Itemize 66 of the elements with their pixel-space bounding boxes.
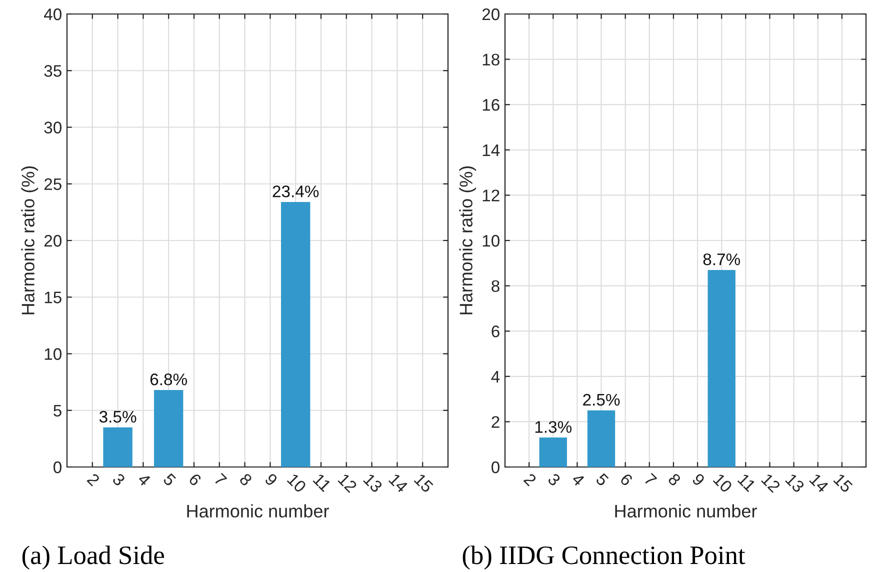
x-tick-label: 15 xyxy=(833,473,854,494)
x-tick-label: 4 xyxy=(137,472,152,487)
y-tick-label: 16 xyxy=(482,99,500,111)
x-tick-label: 14 xyxy=(388,473,408,494)
y-tick-label: 18 xyxy=(482,54,500,66)
y-axis-title: Harmonic ratio (%) xyxy=(459,166,476,314)
x-tick-label: 11 xyxy=(737,473,756,492)
x-tick-label: 7 xyxy=(214,472,228,486)
y-tick-label: 20 xyxy=(44,234,62,247)
x-tick-label: 12 xyxy=(338,473,358,493)
x-tick-label: 6 xyxy=(188,472,202,487)
x-tick-label: 5 xyxy=(162,472,176,487)
y-tick-label: 2 xyxy=(492,416,500,428)
text: (a) Load Side xyxy=(22,546,164,570)
y-tick-label: 14 xyxy=(482,144,500,156)
data-label: 6.8% xyxy=(150,374,187,386)
x-tick-label: 14 xyxy=(809,473,830,494)
x-tick-label: 10 xyxy=(286,473,307,494)
x-tick-label: 7 xyxy=(644,472,658,486)
y-tick-label: 10 xyxy=(44,348,62,360)
bar xyxy=(280,202,310,467)
bar xyxy=(154,390,184,467)
y-tick-label: 8 xyxy=(492,280,500,292)
x-tick-label: 13 xyxy=(784,473,806,494)
y-axis-title: Harmonic ratio (%) xyxy=(21,166,38,314)
x-tick-label: 8 xyxy=(238,472,253,487)
data-label: 2.5% xyxy=(583,394,620,406)
data-label: 23.4% xyxy=(272,186,319,198)
x-tick-label: 9 xyxy=(692,472,706,487)
x-tick-label: 9 xyxy=(264,472,278,487)
y-tick-label: 10 xyxy=(482,234,500,247)
y-tick-label: 0 xyxy=(492,461,500,474)
x-tick-label: 11 xyxy=(312,473,332,492)
y-tick-label: 6 xyxy=(492,326,500,338)
y-tick-label: 12 xyxy=(482,190,500,202)
y-tick-label: 30 xyxy=(44,122,62,134)
y-tick-label: 15 xyxy=(44,292,62,304)
bar xyxy=(539,438,567,467)
x-tick-label: 3 xyxy=(112,472,126,487)
x-tick-label: 13 xyxy=(362,473,384,494)
y-tick-label: 20 xyxy=(482,8,500,20)
bar xyxy=(103,427,132,467)
data-label: 1.3% xyxy=(535,421,572,433)
x-tick-label: 4 xyxy=(571,472,586,487)
x-tick-label: 5 xyxy=(595,472,610,487)
x-tick-label: 2 xyxy=(86,472,100,486)
x-tick-label: 10 xyxy=(712,473,733,494)
data-label: 8.7% xyxy=(703,253,740,266)
x-tick-label: 6 xyxy=(619,472,634,487)
x-tick-label: 8 xyxy=(668,472,682,487)
x-tick-label: 3 xyxy=(547,472,562,487)
y-tick-label: 40 xyxy=(44,8,62,20)
y-tick-label: 0 xyxy=(54,461,62,474)
y-tick-label: 35 xyxy=(44,65,62,77)
text: (b) IIDG Connection Point xyxy=(462,546,746,570)
data-label: 3.5% xyxy=(99,410,136,423)
x-tick-label: 2 xyxy=(523,472,537,486)
y-tick-label: 4 xyxy=(491,370,500,382)
x-tick-label: 15 xyxy=(414,473,434,494)
x-tick-label: 12 xyxy=(761,473,781,493)
x-axis-title: Harmonic number xyxy=(615,504,757,518)
bar xyxy=(708,270,736,467)
y-tick-label: 25 xyxy=(44,178,62,190)
x-axis-title: Harmonic number xyxy=(187,504,329,518)
y-tick-label: 5 xyxy=(54,404,62,417)
bar xyxy=(587,410,616,467)
